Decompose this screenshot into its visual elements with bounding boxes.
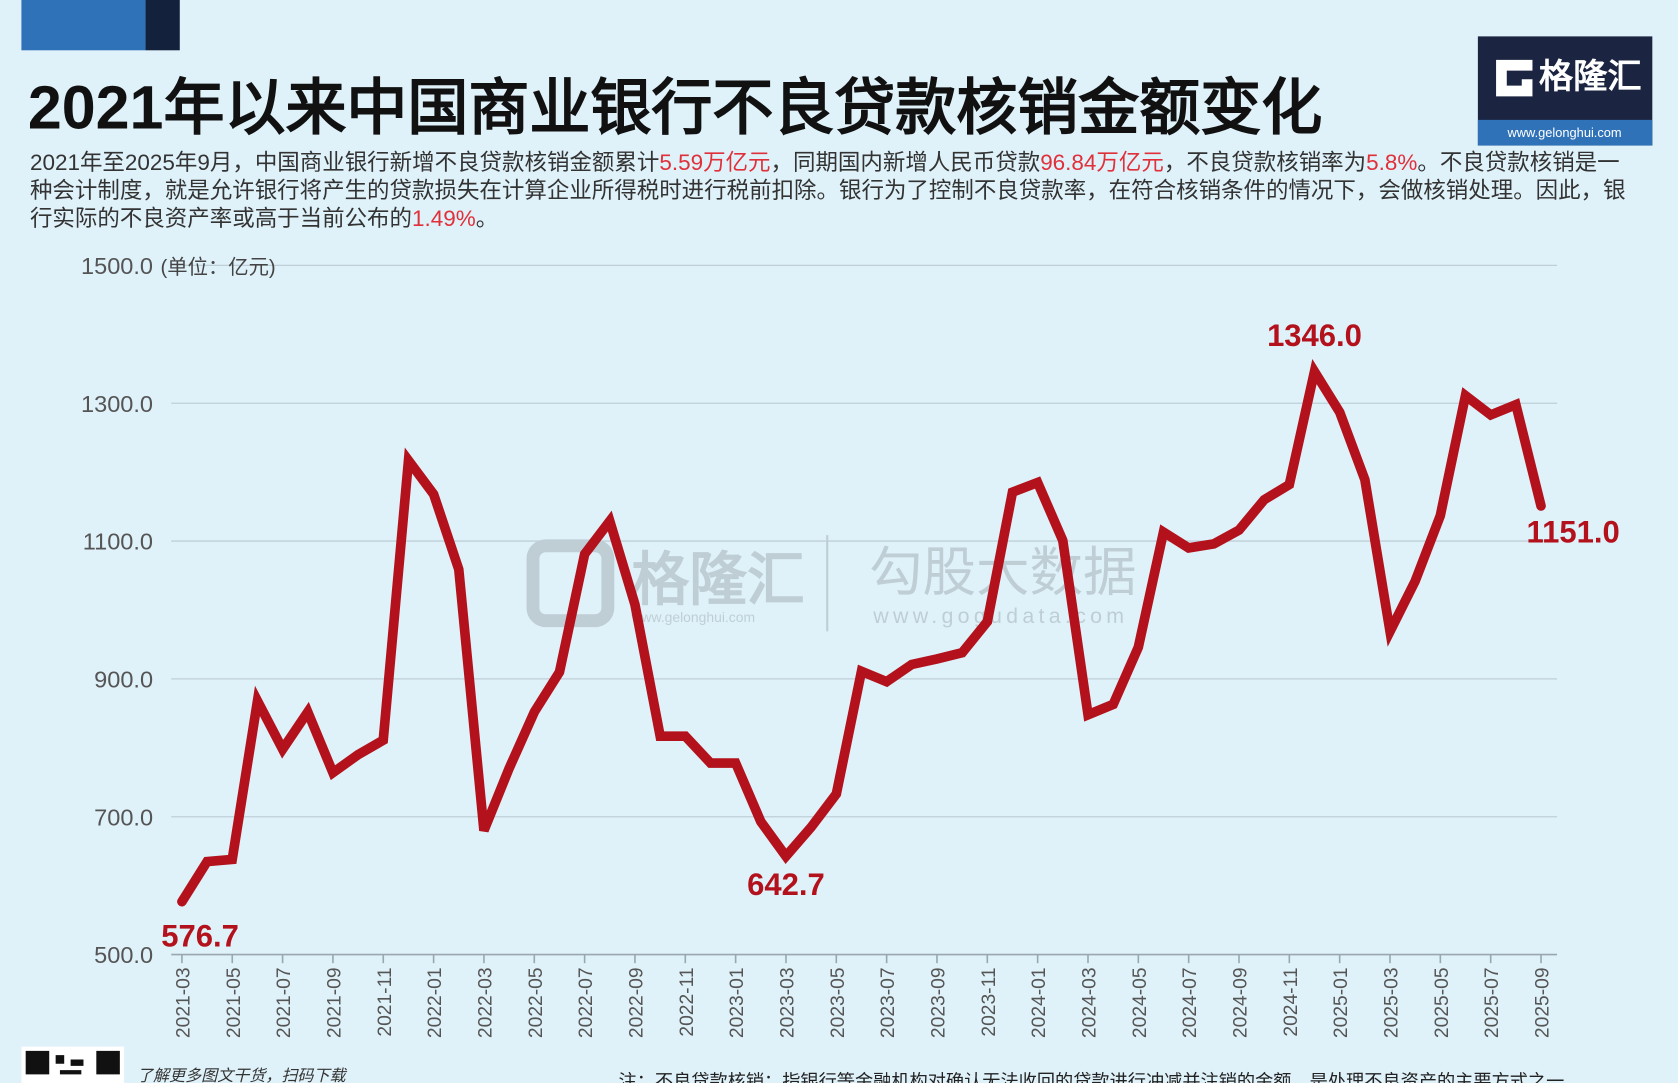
- highlight-text: 1.49%: [412, 206, 476, 232]
- logo: 格隆汇 www.gelonghui.com: [1477, 36, 1653, 146]
- x-tick-label: 2021-11: [375, 967, 396, 1036]
- value-label: 576.7: [161, 919, 239, 954]
- y-tick-label: 1100.0: [83, 529, 153, 555]
- watermark-text: www.gogudata.com: [872, 604, 1128, 628]
- x-tick-label: 2022-07: [576, 967, 597, 1038]
- description-box: 2021年至2025年9月，中国商业银行新增不良贷款核销金额累计5.59万亿元，…: [30, 150, 1635, 233]
- data-line: [177, 358, 1546, 907]
- x-tick-label: 2024-09: [1230, 967, 1251, 1038]
- description-text: ，同期国内新增人民币贷款: [770, 150, 1041, 176]
- x-tick-label: 2025-03: [1382, 967, 1403, 1038]
- description-text: ，不良贷款核销率为: [1163, 150, 1367, 176]
- y-tick-label: 900.0: [94, 666, 153, 692]
- plot-area: 500.0 700.0 900.0 1100.0 1300.0 1500.0 (单位：亿元)…: [81, 253, 1620, 1038]
- x-tick-label: 2022-11: [677, 967, 698, 1036]
- value-label: 1151.0: [1527, 514, 1620, 549]
- x-tick-label: 2023-09: [928, 967, 949, 1038]
- note: 注：不良贷款核销：指银行等金融机构对确认无法收回的贷款进行冲减并注销的金额，是处…: [619, 1071, 1583, 1083]
- y-tick-label: 700.0: [94, 804, 153, 830]
- x-tick-label: 2021-07: [274, 967, 295, 1038]
- x-tick-label: 2024-01: [1029, 967, 1050, 1038]
- x-tick-label: 2021-03: [173, 967, 194, 1038]
- x-tick-label: 2024-07: [1180, 967, 1201, 1038]
- x-tick-label: 2023-07: [878, 967, 899, 1038]
- x-tick-label: 2022-05: [526, 967, 547, 1038]
- highlight-text: 96.84万亿元: [1040, 150, 1164, 176]
- footer: 了解更多图文干货，扫码下载 注：不良贷款核销：指银行等金融机构对确认无法收回的贷…: [21, 1046, 1583, 1083]
- x-tick-label: 2025-07: [1482, 967, 1503, 1038]
- highlight-text: 5.59万亿元: [659, 150, 771, 176]
- x-tick-label: 2024-03: [1079, 967, 1100, 1038]
- x-tick-label: 2023-01: [727, 967, 748, 1038]
- y-tick-label: 1300.0: [81, 391, 153, 417]
- unit-label: (单位：亿元): [161, 256, 276, 279]
- x-tick-label: 2022-09: [626, 967, 647, 1038]
- value-label: 1346.0: [1267, 318, 1362, 353]
- highlight-text: 5.8%: [1366, 150, 1418, 176]
- x-tick-label: 2023-11: [979, 967, 1000, 1036]
- description-text: 。不良贷款核销是一种会计制度，就是允许银行将产生的贷款损失在计算企业所得税时进行…: [29, 150, 1626, 232]
- x-tick-label: 2023-05: [828, 967, 849, 1038]
- x-tick-label: 2024-11: [1281, 967, 1302, 1036]
- x-tick-label: 2022-03: [475, 967, 496, 1038]
- y-tick-label: 500.0: [94, 942, 153, 968]
- logo-name: 格隆汇: [1539, 58, 1642, 96]
- qr-pattern: [25, 1050, 120, 1075]
- watermark: 格隆汇 www.gelonghui.com 勾股大数据 www.gogudata…: [526, 535, 1136, 632]
- logo-band: [1477, 119, 1653, 146]
- description-text: 2021年至2025年9月，中国商业银行新增不良贷款核销金额累计: [29, 150, 660, 176]
- x-tick-label: 2022-01: [425, 967, 446, 1038]
- corner-block: [145, 0, 180, 51]
- qr-caption: 了解更多图文干货，扫码下载: [137, 1067, 348, 1083]
- watermark-text: 格隆汇: [631, 548, 804, 612]
- x-tick-label: 2021-05: [224, 967, 245, 1038]
- x-tick-label: 2025-05: [1432, 967, 1453, 1038]
- corner-block: [21, 0, 146, 51]
- description-text: 。: [475, 206, 499, 232]
- description: 2021年至2025年9月，中国商业银行新增不良贷款核销金额累计5.59万亿元，…: [30, 150, 1635, 233]
- x-tick-label: 2023-03: [777, 967, 798, 1038]
- logo-icon: [1496, 59, 1533, 97]
- value-label: 642.7: [747, 867, 825, 902]
- x-tick-label: 2024-05: [1130, 967, 1151, 1038]
- chart-title: 2021年以来中国商业银行不良贷款核销金额变化: [28, 73, 1322, 141]
- y-tick-label: 1500.0: [81, 253, 153, 279]
- logo-url: www.gelonghui.com: [1507, 125, 1622, 140]
- x-tick-label: 2025-09: [1533, 967, 1554, 1038]
- watermark-text: www.gelonghui.com: [630, 609, 755, 625]
- x-tick-label: 2025-01: [1331, 967, 1352, 1038]
- x-tick-label: 2021-09: [324, 967, 345, 1038]
